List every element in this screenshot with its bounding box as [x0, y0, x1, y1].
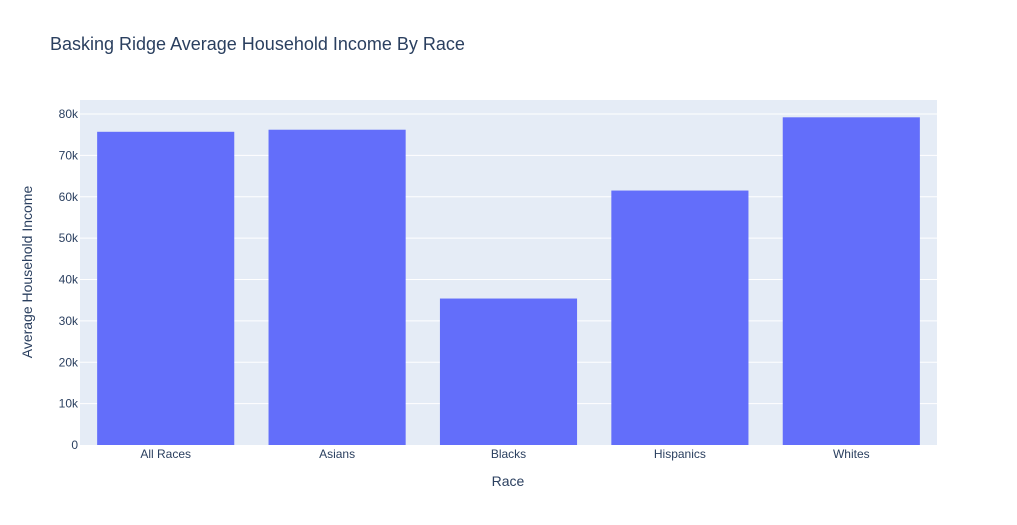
y-axis-label: Average Household Income [19, 186, 35, 359]
y-tick-label: 10k [59, 397, 79, 411]
bars [97, 117, 920, 445]
x-tick-label: Whites [833, 447, 870, 461]
bar-blacks[interactable] [439, 298, 578, 445]
x-axis-ticks: All Races Asians Blacks Hispanics Whites [140, 447, 869, 461]
y-tick-label: 30k [59, 314, 79, 328]
x-tick-label: All Races [140, 447, 191, 461]
y-axis-ticks: 0 10k 20k 30k 40k 50k 60k 70k 80k [59, 107, 79, 452]
y-tick-label: 50k [59, 231, 79, 245]
y-tick-label: 0 [71, 438, 78, 452]
bar-asians[interactable] [268, 129, 406, 445]
y-tick-label: 40k [59, 273, 79, 287]
bar-hispanics[interactable] [611, 190, 749, 445]
bar-all-races[interactable] [97, 131, 235, 445]
bar-whites[interactable] [782, 117, 920, 445]
chart-title: Basking Ridge Average Household Income B… [50, 34, 465, 54]
x-tick-label: Blacks [491, 447, 526, 461]
y-tick-label: 60k [59, 190, 79, 204]
x-tick-label: Hispanics [654, 447, 706, 461]
y-tick-label: 80k [59, 107, 79, 121]
y-tick-label: 20k [59, 355, 79, 369]
x-axis-label: Race [492, 473, 525, 489]
y-tick-label: 70k [59, 148, 79, 162]
x-tick-label: Asians [319, 447, 355, 461]
